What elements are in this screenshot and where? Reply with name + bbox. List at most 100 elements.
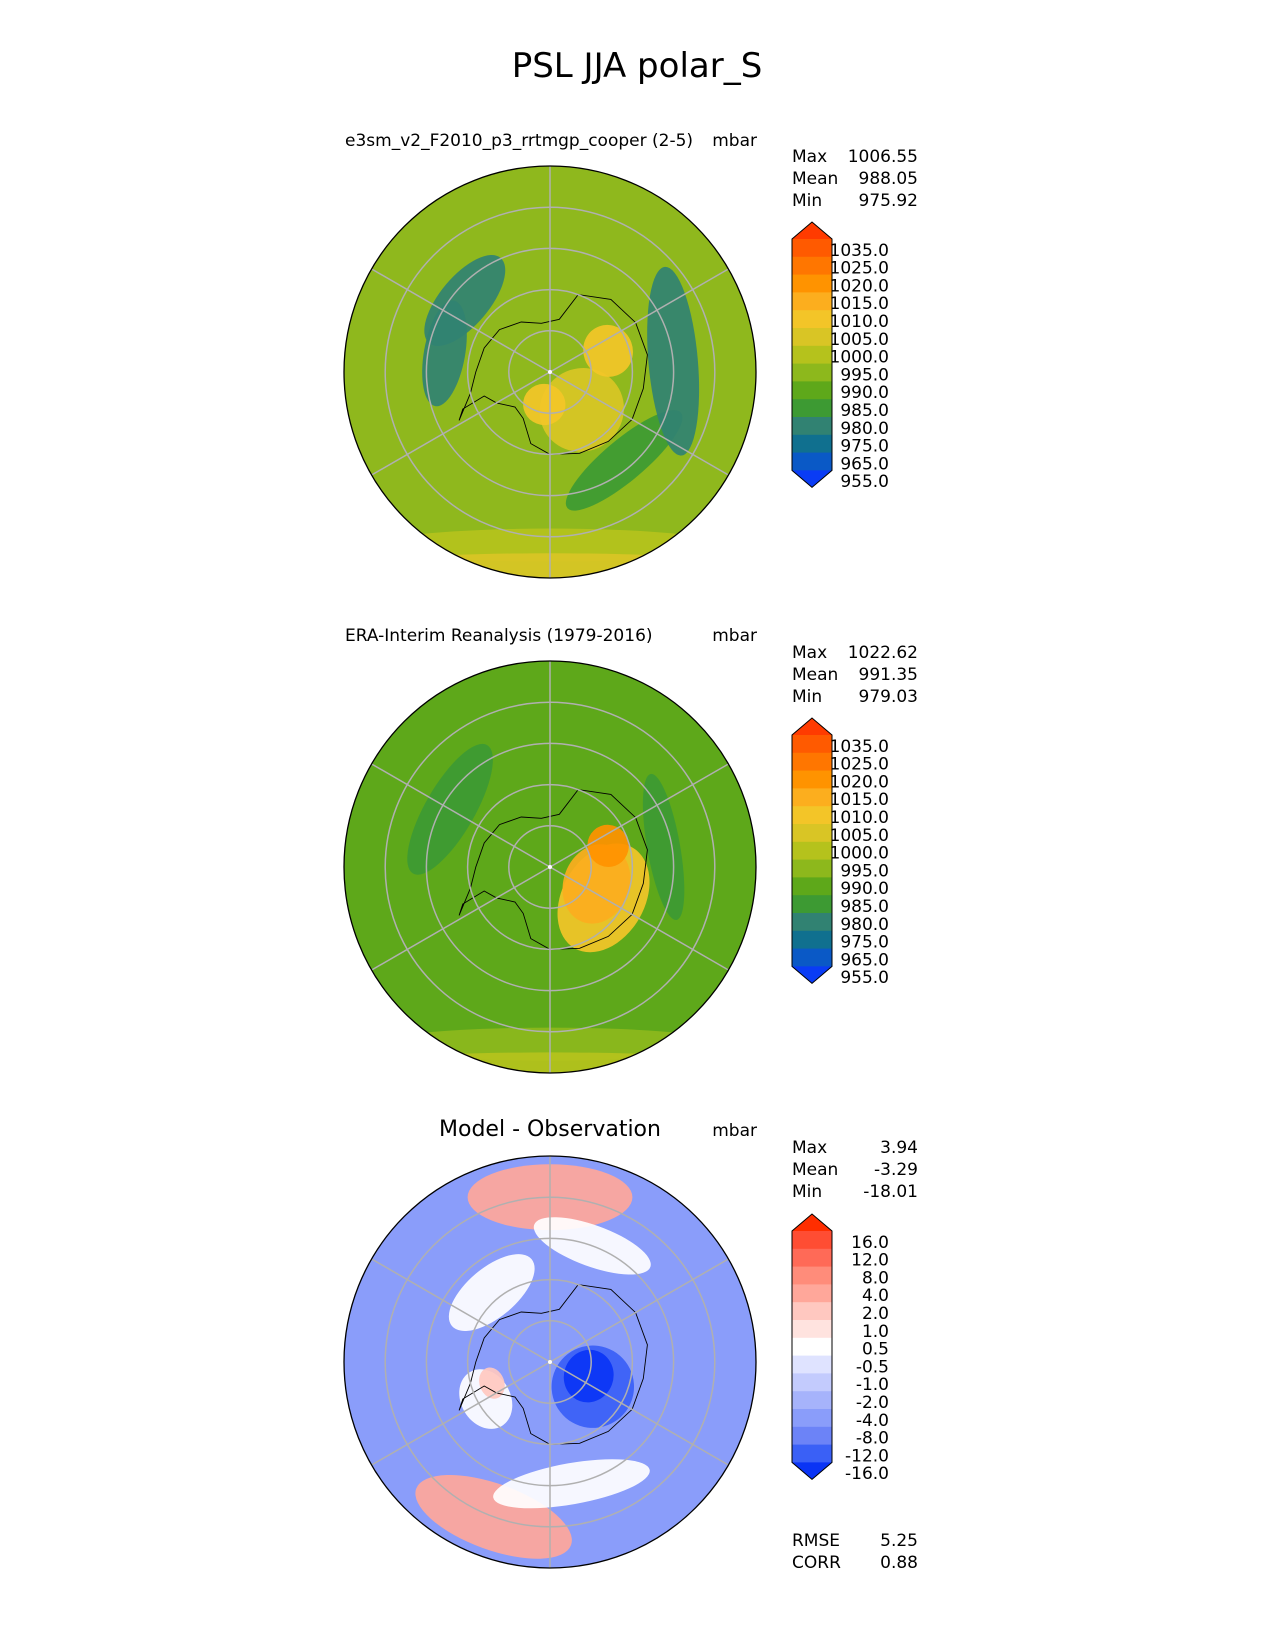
gridlines xyxy=(371,661,729,1073)
colorbar-swatch xyxy=(792,310,832,329)
grid-meridian xyxy=(371,371,551,476)
colorbar-swatch xyxy=(792,434,832,454)
stat-value-min: 975.92 xyxy=(859,191,918,211)
stat-value-mean: -3.29 xyxy=(874,1160,918,1180)
colorbar-tick-label: -2.0 xyxy=(856,1393,889,1413)
grid-meridian xyxy=(371,763,551,868)
colorbar-swatch xyxy=(792,735,832,754)
stat-value-rmse: 5.25 xyxy=(880,1531,918,1551)
panels: e3sm_v2_F2010_p3_rrtmgp_cooper (2-5) mbar… xyxy=(343,131,918,1573)
map-boundary xyxy=(343,660,757,1074)
colorbar-tick-label: 0.5 xyxy=(862,1340,889,1360)
colorbar-swatch xyxy=(792,877,832,896)
colorbar: 16.012.08.04.02.01.00.5-0.5-1.0-2.0-4.0-… xyxy=(791,1213,889,1484)
pole-marker xyxy=(548,370,552,374)
colorbar-swatch xyxy=(792,274,832,293)
colorbar-tick-label: 1035.0 xyxy=(830,241,889,261)
colorbar-tick-label: 975.0 xyxy=(840,933,889,953)
field-region-2 xyxy=(523,383,566,426)
colorbar-swatch xyxy=(792,1373,832,1392)
colorbar-swatch xyxy=(792,788,832,807)
gridlines xyxy=(371,166,729,578)
panel-title: ERA-Interim Reanalysis (1979-2016) xyxy=(345,626,653,646)
stat-label-max: Max xyxy=(792,1138,827,1158)
stat-value-mean: 988.05 xyxy=(859,169,918,189)
grid-meridian xyxy=(549,268,729,373)
colorbar-extend-max xyxy=(792,1214,832,1231)
grid-meridian xyxy=(549,866,729,971)
panel-1: e3sm_v2_F2010_p3_rrtmgp_cooper (2-5) mbar… xyxy=(343,131,918,579)
colorbar-tick-label: 1005.0 xyxy=(830,330,889,350)
colorbar-swatch xyxy=(792,1231,832,1250)
field-region-5 xyxy=(642,773,685,921)
panel-3: Model - Observation mbar Max 3.94 Mean -3.29 M… xyxy=(343,1117,918,1573)
map-boundary xyxy=(343,165,757,579)
colorbar-swatch xyxy=(792,1355,832,1374)
colorbar-swatch xyxy=(792,1302,832,1321)
stat-value-max: 1006.55 xyxy=(848,147,918,167)
colorbar-tick-label: 8.0 xyxy=(862,1268,889,1288)
colorbar-swatch xyxy=(792,1248,832,1268)
colorbar-tick-label: 1035.0 xyxy=(830,737,889,757)
colorbar-swatch xyxy=(792,770,832,789)
map-field xyxy=(344,166,756,578)
stat-label-rmse: RMSE xyxy=(792,1531,840,1551)
colorbar-extend-max xyxy=(792,718,832,735)
colorbar-tick-label: 990.0 xyxy=(840,383,889,403)
panel-title: Model - Observation xyxy=(439,1117,661,1142)
stat-value-mean: 991.35 xyxy=(859,665,918,685)
stat-label-max: Max xyxy=(792,643,827,663)
colorbar-swatch xyxy=(792,948,832,967)
pole-marker xyxy=(548,1360,552,1364)
colorbar-swatch xyxy=(792,859,832,878)
colorbar-tick-label: 1005.0 xyxy=(830,826,889,846)
grid-meridian xyxy=(549,763,729,868)
units-label: mbar xyxy=(712,626,757,646)
field-region-4 xyxy=(565,410,683,511)
stat-label-mean: Mean xyxy=(792,169,838,189)
colorbar-swatch xyxy=(792,239,832,258)
colorbar-swatch xyxy=(792,345,832,365)
colorbar-tick-label: 995.0 xyxy=(840,861,889,881)
gridlines xyxy=(371,1156,729,1568)
stat-label-max: Max xyxy=(792,147,827,167)
colorbar-swatch xyxy=(792,1337,832,1357)
colorbar-swatch xyxy=(792,930,832,950)
colorbar-swatch xyxy=(792,1284,832,1303)
colorbar-tick-label: 1000.0 xyxy=(830,844,889,864)
colorbar-extend-min xyxy=(792,1462,832,1480)
colorbar-tick-label: 16.0 xyxy=(851,1233,889,1253)
colorbar-tick-label: 955.0 xyxy=(840,472,889,492)
field-region-3 xyxy=(587,824,629,867)
colorbar-tick-label: 995.0 xyxy=(840,365,889,385)
colorbar-tick-label: 990.0 xyxy=(840,879,889,899)
stat-value-max: 3.94 xyxy=(880,1138,918,1158)
colorbar-extend-max xyxy=(792,222,832,239)
colorbar-tick-label: -0.5 xyxy=(856,1357,889,1377)
colorbar-tick-label: 1025.0 xyxy=(830,755,889,775)
colorbar: 1035.01025.01020.01015.01010.01005.01000… xyxy=(791,221,889,492)
colorbar-tick-label: 4.0 xyxy=(862,1286,889,1306)
field-region-7 xyxy=(422,300,467,407)
colorbar-outline xyxy=(791,717,833,985)
colorbar-tick-label: 1015.0 xyxy=(830,294,889,314)
panel-2: ERA-Interim Reanalysis (1979-2016) mbar Ma… xyxy=(343,626,918,1074)
grid-meridian xyxy=(549,371,729,476)
colorbar-tick-label: 1020.0 xyxy=(830,276,889,296)
colorbar-tick-label: 965.0 xyxy=(840,950,889,970)
colorbar-tick-label: 1015.0 xyxy=(830,790,889,810)
colorbar-tick-label: -8.0 xyxy=(856,1429,889,1449)
colorbar-swatch xyxy=(792,841,832,861)
colorbar-outline xyxy=(791,1213,833,1481)
stat-label-min: Min xyxy=(792,1182,822,1202)
grid-meridian xyxy=(371,1258,551,1363)
colorbar-tick-label: 1000.0 xyxy=(830,348,889,368)
stat-label-min: Min xyxy=(792,687,822,707)
coastline xyxy=(458,294,648,455)
grid-meridian xyxy=(371,1361,551,1466)
colorbar-swatch xyxy=(792,806,832,825)
colorbar-tick-label: 980.0 xyxy=(840,915,889,935)
colorbar-tick-label: -12.0 xyxy=(845,1446,889,1466)
colorbar-tick-label: 1025.0 xyxy=(830,259,889,279)
